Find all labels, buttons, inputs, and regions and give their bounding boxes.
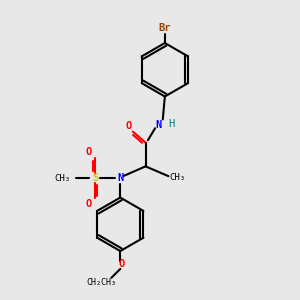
Text: N: N [117, 173, 123, 183]
Text: O: O [85, 147, 92, 158]
Text: N: N [156, 120, 162, 130]
Text: O: O [118, 260, 125, 269]
Text: CH₂CH₃: CH₂CH₃ [87, 278, 117, 287]
Text: Br: Br [159, 22, 171, 32]
Text: O: O [125, 121, 131, 131]
Text: O: O [85, 199, 92, 209]
Text: CH₃: CH₃ [169, 173, 185, 182]
Text: H: H [169, 119, 175, 129]
Text: CH₃: CH₃ [55, 174, 71, 183]
Text: S: S [92, 173, 98, 183]
